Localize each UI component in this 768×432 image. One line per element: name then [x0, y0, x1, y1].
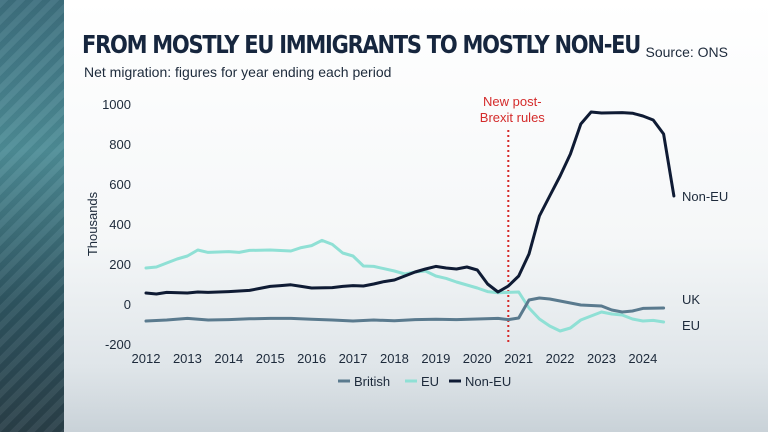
page-title: FROM MOSTLY EU IMMIGRANTS TO MOSTLY NON-…: [82, 30, 641, 59]
series-line-british: [144, 296, 666, 323]
background-photo: [0, 0, 64, 432]
y-axis-label: Thousands: [85, 191, 100, 256]
series-line-non-eu: [144, 110, 676, 296]
series-line-eu: [144, 238, 666, 333]
brexit-rule-annotation: Brexit rules: [480, 110, 546, 125]
y-tick-label: 800: [109, 137, 131, 152]
x-tick-label: 2023: [587, 351, 616, 366]
y-tick-label: -200: [105, 337, 131, 352]
brexit-rule-annotation: New post-: [483, 94, 542, 109]
y-tick-label: 600: [109, 177, 131, 192]
chart-panel: [64, 0, 768, 432]
x-tick-label: 2022: [546, 351, 575, 366]
x-tick-label: 2021: [504, 351, 533, 366]
y-tick-label: 1000: [102, 97, 131, 112]
x-tick-label: 2020: [463, 351, 492, 366]
y-tick-label: 400: [109, 217, 131, 232]
x-tick-label: 2018: [380, 351, 409, 366]
y-tick-label: 200: [109, 257, 131, 272]
legend-label: EU: [421, 374, 439, 389]
x-tick-label: 2015: [256, 351, 285, 366]
end-label-eu: EU: [682, 318, 700, 333]
x-tick-label: 2013: [173, 351, 202, 366]
x-tick-label: 2019: [421, 351, 450, 366]
y-tick-label: 0: [124, 297, 131, 312]
end-label-non-eu: Non-EU: [682, 189, 728, 204]
x-tick-label: 2014: [214, 351, 243, 366]
x-tick-label: 2017: [339, 351, 368, 366]
legend-label: British: [354, 374, 390, 389]
x-tick-label: 2016: [297, 351, 326, 366]
legend-label: Non-EU: [465, 374, 511, 389]
x-tick-label: 2012: [132, 351, 161, 366]
source-label: Source: ONS: [645, 44, 728, 60]
x-tick-label: 2024: [628, 351, 657, 366]
chart-subtitle: Net migration: figures for year ending e…: [84, 64, 392, 80]
end-label-uk: UK: [682, 292, 700, 307]
